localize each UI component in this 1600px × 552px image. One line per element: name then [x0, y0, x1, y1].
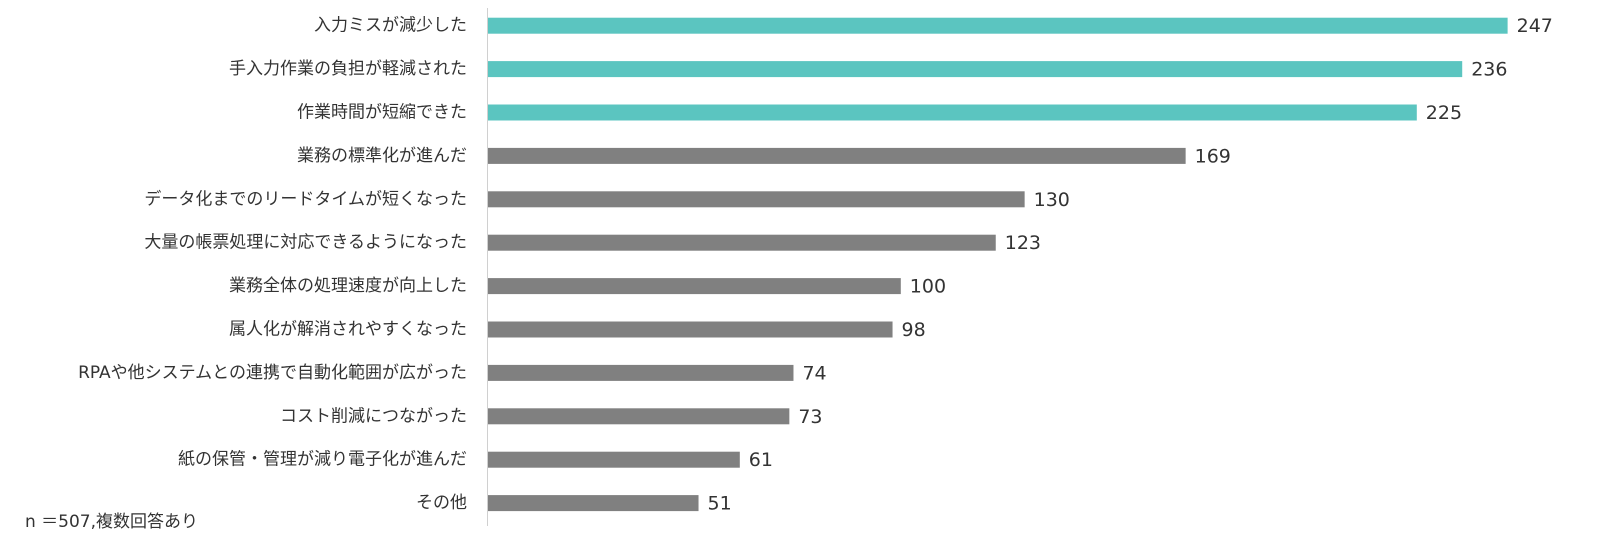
- category-label: 紙の保管・管理が減り電子化が進んだ: [178, 450, 467, 470]
- category-label: 手入力作業の負担が軽減された: [229, 59, 467, 79]
- value-label: 73: [798, 406, 822, 428]
- value-label: 130: [1034, 189, 1070, 211]
- bar: [488, 104, 1417, 121]
- bar: [488, 278, 901, 295]
- value-label: 247: [1517, 15, 1553, 37]
- bar: [488, 364, 794, 381]
- bar: [488, 17, 1508, 34]
- value-label: 74: [802, 362, 826, 384]
- bar: [488, 408, 790, 425]
- value-label: 51: [708, 493, 732, 515]
- value-label: 98: [902, 319, 926, 341]
- category-label: 大量の帳票処理に対応できるようになった: [144, 233, 467, 253]
- category-label: 業務の標準化が進んだ: [297, 146, 467, 166]
- category-label: 入力ミスが減少した: [314, 16, 467, 36]
- category-label: 業務全体の処理速度が向上した: [229, 276, 467, 296]
- value-label: 100: [910, 276, 946, 298]
- category-label: コスト削減につながった: [280, 406, 467, 426]
- bar: [488, 451, 740, 468]
- bar: [488, 147, 1186, 164]
- value-label: 123: [1005, 232, 1041, 254]
- value-label: 61: [749, 449, 773, 471]
- bar: [488, 495, 699, 512]
- note: n ＝507,複数回答あり: [25, 512, 198, 532]
- bar: [488, 321, 893, 338]
- category-label: 作業時間が短縮できた: [297, 103, 467, 123]
- category-label: 属人化が解消されやすくなった: [229, 320, 467, 340]
- category-label: データ化までのリードタイムが短くなった: [144, 188, 467, 209]
- bar: [488, 61, 1463, 78]
- bar: [488, 191, 1025, 208]
- category-label: その他: [416, 493, 467, 513]
- value-label: 236: [1471, 59, 1507, 81]
- value-label: 225: [1426, 102, 1462, 124]
- category-label: RPAや他システムとの連携で自動化範囲が広がった: [78, 363, 467, 383]
- value-label: 169: [1195, 145, 1231, 167]
- bar: [488, 234, 996, 251]
